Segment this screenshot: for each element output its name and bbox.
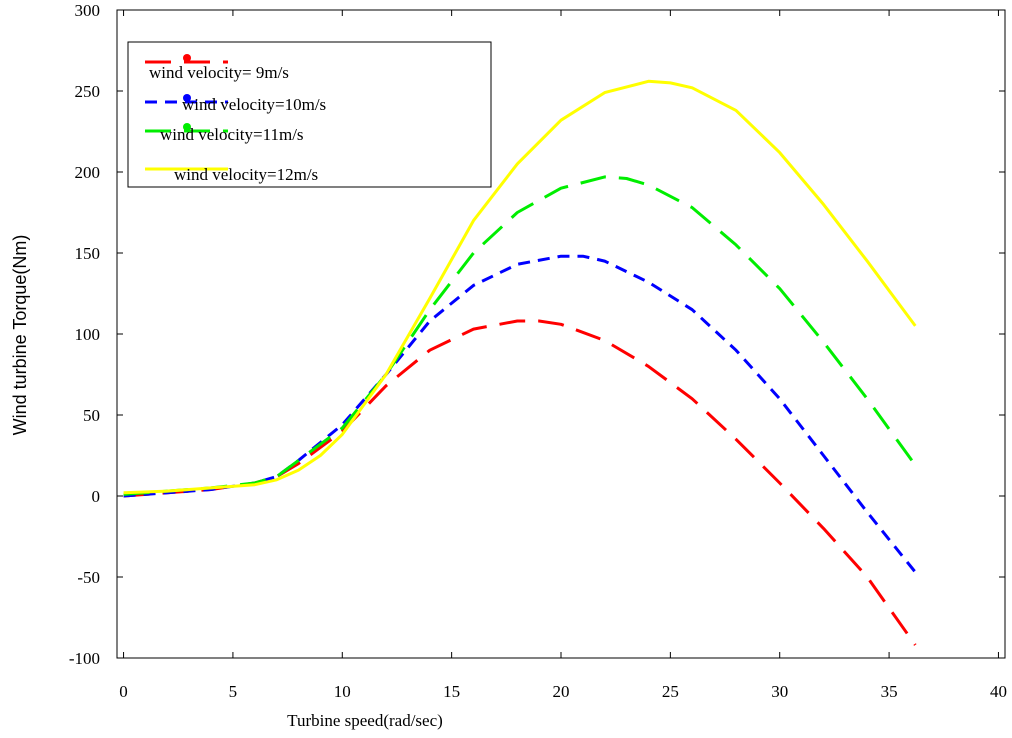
- legend-label-3: wind velocity=11m/s: [160, 125, 304, 144]
- y-tick-label: 0: [92, 487, 101, 506]
- legend-marker-2: [183, 94, 191, 102]
- legend-label-4: wind velocity=12m/s: [174, 165, 318, 184]
- legend-box: [127, 41, 492, 188]
- x-tick-label: 35: [881, 682, 898, 701]
- x-tick-label: 10: [334, 682, 351, 701]
- legend-marker-1: [183, 54, 191, 62]
- series-layer: [123, 79, 917, 646]
- legend: wind velocity= 9m/s wind velocity=10m/s wi…: [127, 41, 492, 188]
- x-tick-label: 40: [990, 682, 1007, 701]
- axis-ticks: 0 5 10 15 20 25 30 35 40 -100 -50 0 50 100 150 200 250 30…: [69, 1, 1007, 701]
- series-line-3: [123, 175, 917, 496]
- x-axis-label: Turbine speed(rad/sec): [287, 711, 443, 730]
- legend-marker-3: [183, 123, 191, 131]
- y-tick-label: 200: [75, 163, 101, 182]
- y-tick-label: -50: [77, 568, 100, 587]
- x-tick-label: 15: [443, 682, 460, 701]
- y-tick-label: 300: [75, 1, 101, 20]
- series-line-4: [123, 79, 917, 495]
- y-axis-label: Wind turbine Torque(Nm): [10, 235, 30, 436]
- legend-label-1: wind velocity= 9m/s: [149, 63, 289, 82]
- x-tick-label: 5: [229, 682, 238, 701]
- legend-label-2: wind velocity=10m/s: [182, 95, 326, 114]
- x-tick-label: 20: [553, 682, 570, 701]
- series-line-2: [123, 254, 917, 574]
- x-tick-label: 0: [119, 682, 128, 701]
- y-tick-label: -100: [69, 649, 100, 668]
- y-tick-label: 250: [75, 82, 101, 101]
- x-tick-label: 30: [771, 682, 788, 701]
- y-tick-label: 100: [75, 325, 101, 344]
- y-tick-label: 150: [75, 244, 101, 263]
- x-tick-label: 25: [662, 682, 679, 701]
- y-tick-label: 50: [83, 406, 100, 425]
